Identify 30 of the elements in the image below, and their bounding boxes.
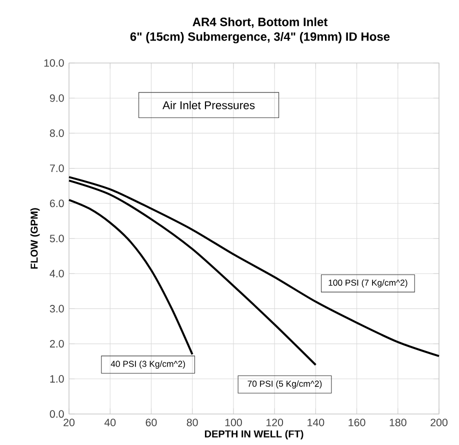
x-axis-title: DEPTH IN WELL (FT) [204, 430, 304, 440]
y-tick-label: 8.0 [50, 129, 64, 137]
x-tick-label: 120 [266, 418, 284, 426]
line-series [68, 198, 194, 356]
y-tick-label: 9.0 [50, 94, 64, 102]
y-tick-label: 0.0 [50, 410, 64, 418]
y-tick-label: 5.0 [50, 234, 64, 242]
x-tick-label: 100 [225, 418, 242, 426]
x-tick-label: 140 [308, 418, 324, 426]
x-tick-label: 200 [430, 418, 448, 426]
series-label: 40 PSI (3 Kg/cm^2) [110, 360, 185, 369]
y-axis-title: FLOW (GPM) [30, 208, 40, 269]
chart-subtitle: 6" (15cm) Submergence, 3/4" (19mm) ID Hose [130, 32, 390, 44]
y-tick-label: 6.0 [50, 200, 64, 208]
y-tick-label: 3.0 [50, 304, 64, 312]
annotation: Air Inlet Pressures [162, 100, 255, 110]
y-tick-label: 7.0 [50, 164, 64, 172]
y-tick-label: 10.0 [44, 59, 64, 67]
x-tick-label: 20 [64, 418, 75, 426]
series-label: 70 PSI (5 Kg/cm^2) [248, 380, 322, 388]
y-tick-label: 4.0 [50, 270, 64, 278]
x-tick-label: 160 [348, 418, 366, 426]
x-tick-label: 80 [186, 418, 198, 426]
text: 100 PSI (7 Kg/cm^2) [328, 279, 408, 288]
y-tick-label: 2.0 [50, 340, 64, 348]
chart-title: AR4 Short, Bottom Inlet [192, 17, 328, 28]
y-tick-label: 1.0 [50, 375, 64, 383]
x-tick-label: 180 [390, 418, 406, 426]
x-tick-label: 60 [146, 418, 157, 426]
x-tick-label: 40 [104, 418, 116, 426]
